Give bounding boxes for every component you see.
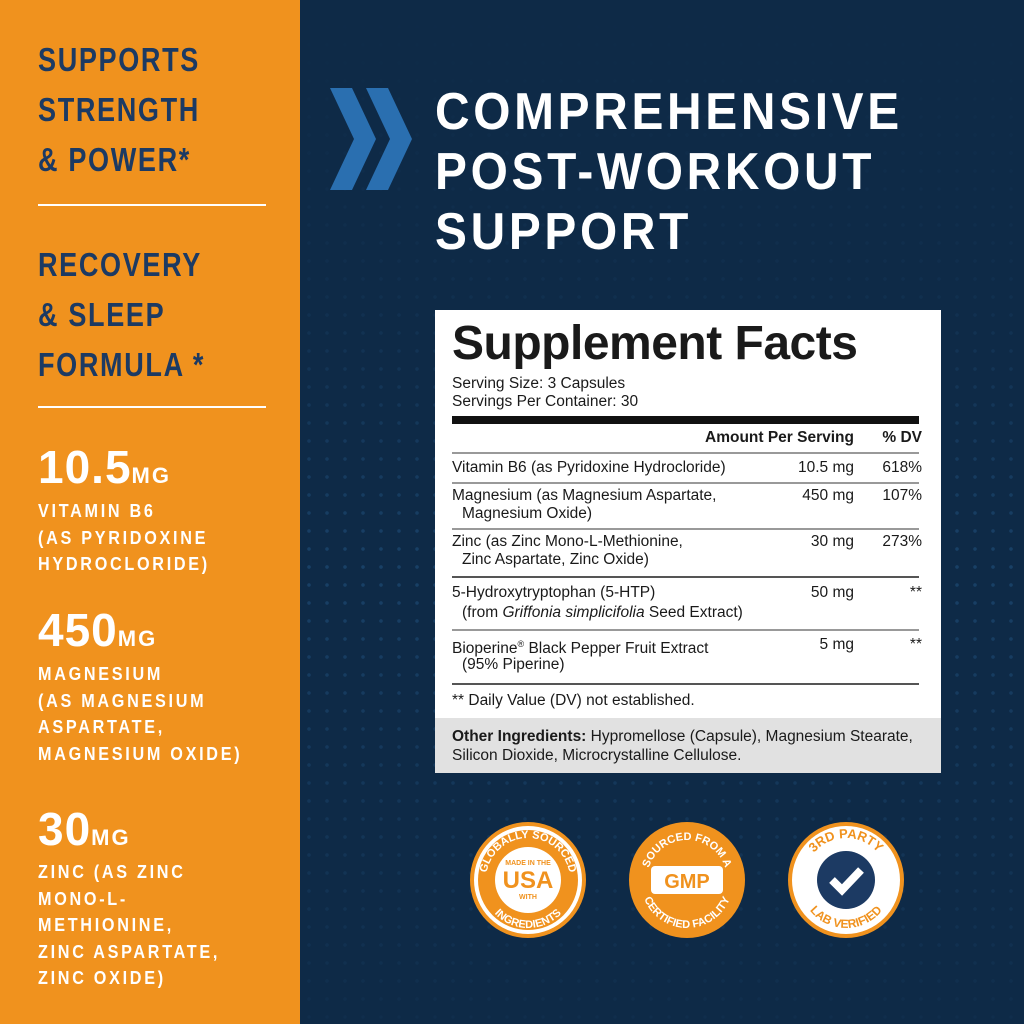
divider (38, 204, 266, 206)
chevrons-icon (330, 88, 412, 190)
footnote: ** Daily Value (DV) not established. (452, 692, 695, 709)
facts-heading: Supplement Facts (452, 317, 858, 370)
ingredient-dv: 107% (882, 487, 922, 504)
amount: 10.5 (38, 441, 132, 493)
supplement-facts-panel: Supplement Facts Serving Size: 3 Capsule… (435, 310, 941, 773)
ingredient-dv: 273% (882, 533, 922, 550)
thick-rule (452, 416, 919, 424)
registered-mark: ® (517, 639, 525, 649)
title-line: POST-WORKOUT (435, 143, 876, 201)
heading-line: FORMULA * (38, 346, 206, 383)
title-line: COMPREHENSIVE (435, 83, 903, 141)
ingredient-dv: ** (909, 636, 922, 653)
left-panel: SUPPORTS STRENGTH & POWER* RECOVERY & SL… (0, 0, 300, 1024)
text: Seed Extract) (644, 604, 743, 621)
ingredient-name-cont: Magnesium Oxide) (462, 505, 593, 522)
col-amount-header: Amount Per Serving (705, 429, 854, 446)
other-label: Other Ingredients: (452, 728, 587, 745)
heading-line: RECOVERY (38, 246, 202, 283)
text: (from (462, 604, 503, 621)
text: Bioperine (452, 640, 518, 658)
heading-strength: SUPPORTS STRENGTH & POWER* (38, 35, 200, 185)
amount: 30 (38, 803, 92, 855)
col-dv-header: % DV (882, 429, 922, 446)
other-text: Hypromellose (Capsule), Magnesium Steara… (452, 728, 913, 764)
ingredient-name: Zinc (as Zinc Mono-L-Methionine, (452, 533, 683, 550)
heading-recovery: RECOVERY & SLEEP FORMULA * (38, 240, 205, 390)
ingredient-name-cont: (95% Piperine) (462, 656, 565, 673)
rule (452, 528, 919, 530)
heading-line: & SLEEP (38, 296, 166, 333)
main-title: COMPREHENSIVE POST-WORKOUT SUPPORT (435, 82, 903, 262)
ingredient-name: Magnesium (as Magnesium Aspartate, (452, 487, 717, 504)
nutrient-desc: MAGNESIUM (AS MAGNESIUM ASPARTATE, MAGNE… (38, 664, 243, 764)
unit: MG (117, 626, 158, 651)
rule (452, 482, 919, 484)
rule (452, 576, 919, 578)
ingredient-name: Bioperine® Black Pepper Fruit Extract (452, 636, 708, 657)
heading-line: STRENGTH (38, 91, 200, 128)
ingredient-name: 5-Hydroxytryptophan (5-HTP) (452, 584, 656, 601)
ingredient-name-cont: (from Griffonia simplicifolia Seed Extra… (462, 604, 743, 621)
unit: MG (131, 463, 171, 488)
ingredient-name: Vitamin B6 (as Pyridoxine Hydrocloride) (452, 459, 726, 476)
nutrient-amount: 30MG (38, 802, 131, 856)
species-name: Griffonia simplicifolia (502, 604, 645, 621)
heading-line: SUPPORTS (38, 41, 200, 78)
heading-line: & POWER* (38, 141, 191, 178)
nutrient-amount: 450MG (38, 603, 157, 657)
rule (452, 683, 919, 685)
svg-text:USA: USA (503, 867, 554, 894)
rule (452, 629, 919, 631)
rule (452, 452, 919, 454)
ingredient-name-cont: Zinc Aspartate, Zinc Oxide) (462, 551, 649, 568)
svg-text:MADE IN THE: MADE IN THE (505, 860, 551, 867)
unit: MG (91, 825, 131, 850)
amount: 450 (38, 604, 118, 656)
nutrient-amount: 10.5MG (38, 440, 171, 494)
checkmark-icon (829, 867, 864, 896)
ingredient-amount: 5 mg (819, 636, 854, 653)
ingredient-dv: 618% (882, 459, 922, 476)
other-ingredients: Other Ingredients: Hypromellose (Capsule… (435, 718, 941, 773)
svg-text:WITH: WITH (519, 894, 537, 901)
nutrient-desc: VITAMIN B6 (AS PYRIDOXINE HYDROCLORIDE) (38, 501, 210, 574)
text: Black Pepper Fruit Extract (524, 640, 709, 658)
made-in-usa-badge: GLOBALLY SOURCED INGREDIENTS MADE IN THE… (470, 822, 586, 938)
title-line: SUPPORT (435, 203, 693, 261)
svg-text:GMP: GMP (664, 871, 710, 893)
lab-verified-badge: 3RD PARTY LAB VERIFIED (788, 822, 904, 938)
serving-size: Serving Size: 3 Capsules (452, 375, 626, 392)
ingredient-amount: 50 mg (810, 584, 854, 601)
nutrient-desc: ZINC (AS ZINC MONO-L- METHIONINE, ZINC A… (38, 862, 221, 988)
servings-per-container: Servings Per Container: 30 (452, 393, 639, 410)
ingredient-amount: 30 mg (810, 533, 854, 550)
divider (38, 406, 266, 408)
ingredient-dv: ** (909, 584, 922, 601)
ingredient-amount: 10.5 mg (797, 459, 854, 476)
ingredient-amount: 450 mg (802, 487, 854, 504)
gmp-badge: SOURCED FROM A CERTIFIED FACILITY GMP (629, 822, 745, 938)
